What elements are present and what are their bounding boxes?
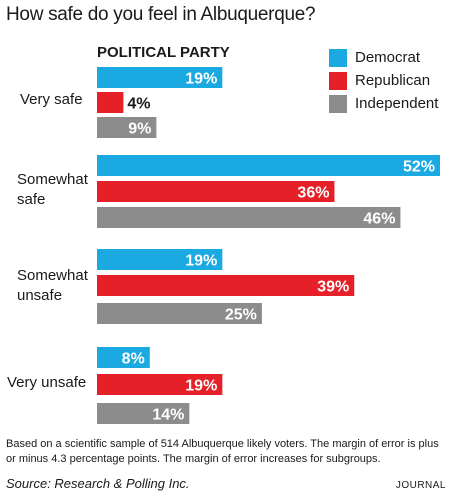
bar-somewhat-unsafe-independent <box>97 303 262 324</box>
value-label-somewhat-safe-independent: 46% <box>363 211 395 228</box>
value-label-very-unsafe-democrat: 8% <box>122 351 145 368</box>
legend-item-republican: Republican <box>329 69 438 92</box>
legend-item-democrat: Democrat <box>329 46 438 69</box>
bar-very-safe-independent <box>97 117 157 138</box>
source-note: Source: Research & Polling Inc. <box>6 476 190 491</box>
publisher-credit: JOURNAL <box>395 480 446 491</box>
value-label-very-safe-democrat: 19% <box>185 71 217 88</box>
value-label-somewhat-unsafe-independent: 25% <box>225 307 257 324</box>
legend: Democrat Republican Independent <box>329 46 438 115</box>
value-label-very-unsafe-republican: 19% <box>185 378 217 395</box>
category-label-somewhat-unsafe: Somewhat unsafe <box>17 267 88 304</box>
legend-label-democrat: Democrat <box>355 49 421 66</box>
bar-very-safe-republican <box>97 92 124 113</box>
bar-very-safe-democrat <box>97 67 223 88</box>
bar-very-unsafe-democrat <box>97 347 150 368</box>
legend-label-republican: Republican <box>355 72 431 89</box>
category-label-very-safe: Very safe <box>20 91 83 108</box>
value-label-somewhat-safe-democrat: 52% <box>403 159 435 176</box>
value-label-somewhat-unsafe-republican: 39% <box>317 279 349 296</box>
legend-label-independent: Independent <box>355 95 439 112</box>
chart-subtitle: POLITICAL PARTY <box>97 44 230 61</box>
value-label-very-safe-republican: 4% <box>127 96 150 113</box>
legend-swatch-independent <box>329 94 347 113</box>
value-label-very-safe-independent: 9% <box>128 121 151 138</box>
value-label-very-unsafe-independent: 14% <box>152 407 184 424</box>
bar-somewhat-unsafe-republican <box>97 275 355 296</box>
category-label-very-unsafe: Very unsafe <box>7 374 87 391</box>
bar-somewhat-safe-independent <box>97 207 401 228</box>
bar-somewhat-safe-republican <box>97 181 335 202</box>
legend-swatch-republican <box>329 71 347 90</box>
bar-somewhat-safe-democrat <box>97 155 440 176</box>
bar-very-unsafe-republican <box>97 374 223 395</box>
bar-somewhat-unsafe-democrat <box>97 249 223 270</box>
legend-swatch-democrat <box>329 48 347 67</box>
value-label-somewhat-unsafe-democrat: 19% <box>185 253 217 270</box>
value-label-somewhat-safe-republican: 36% <box>297 185 329 202</box>
legend-item-independent: Independent <box>329 92 438 115</box>
bar-very-unsafe-independent <box>97 403 190 424</box>
footnote: Based on a scientific sample of 514 Albu… <box>6 438 439 465</box>
chart-title: How safe do you feel in Albuquerque? <box>6 4 316 25</box>
category-label-somewhat-safe: Somewhat safe <box>17 171 88 208</box>
